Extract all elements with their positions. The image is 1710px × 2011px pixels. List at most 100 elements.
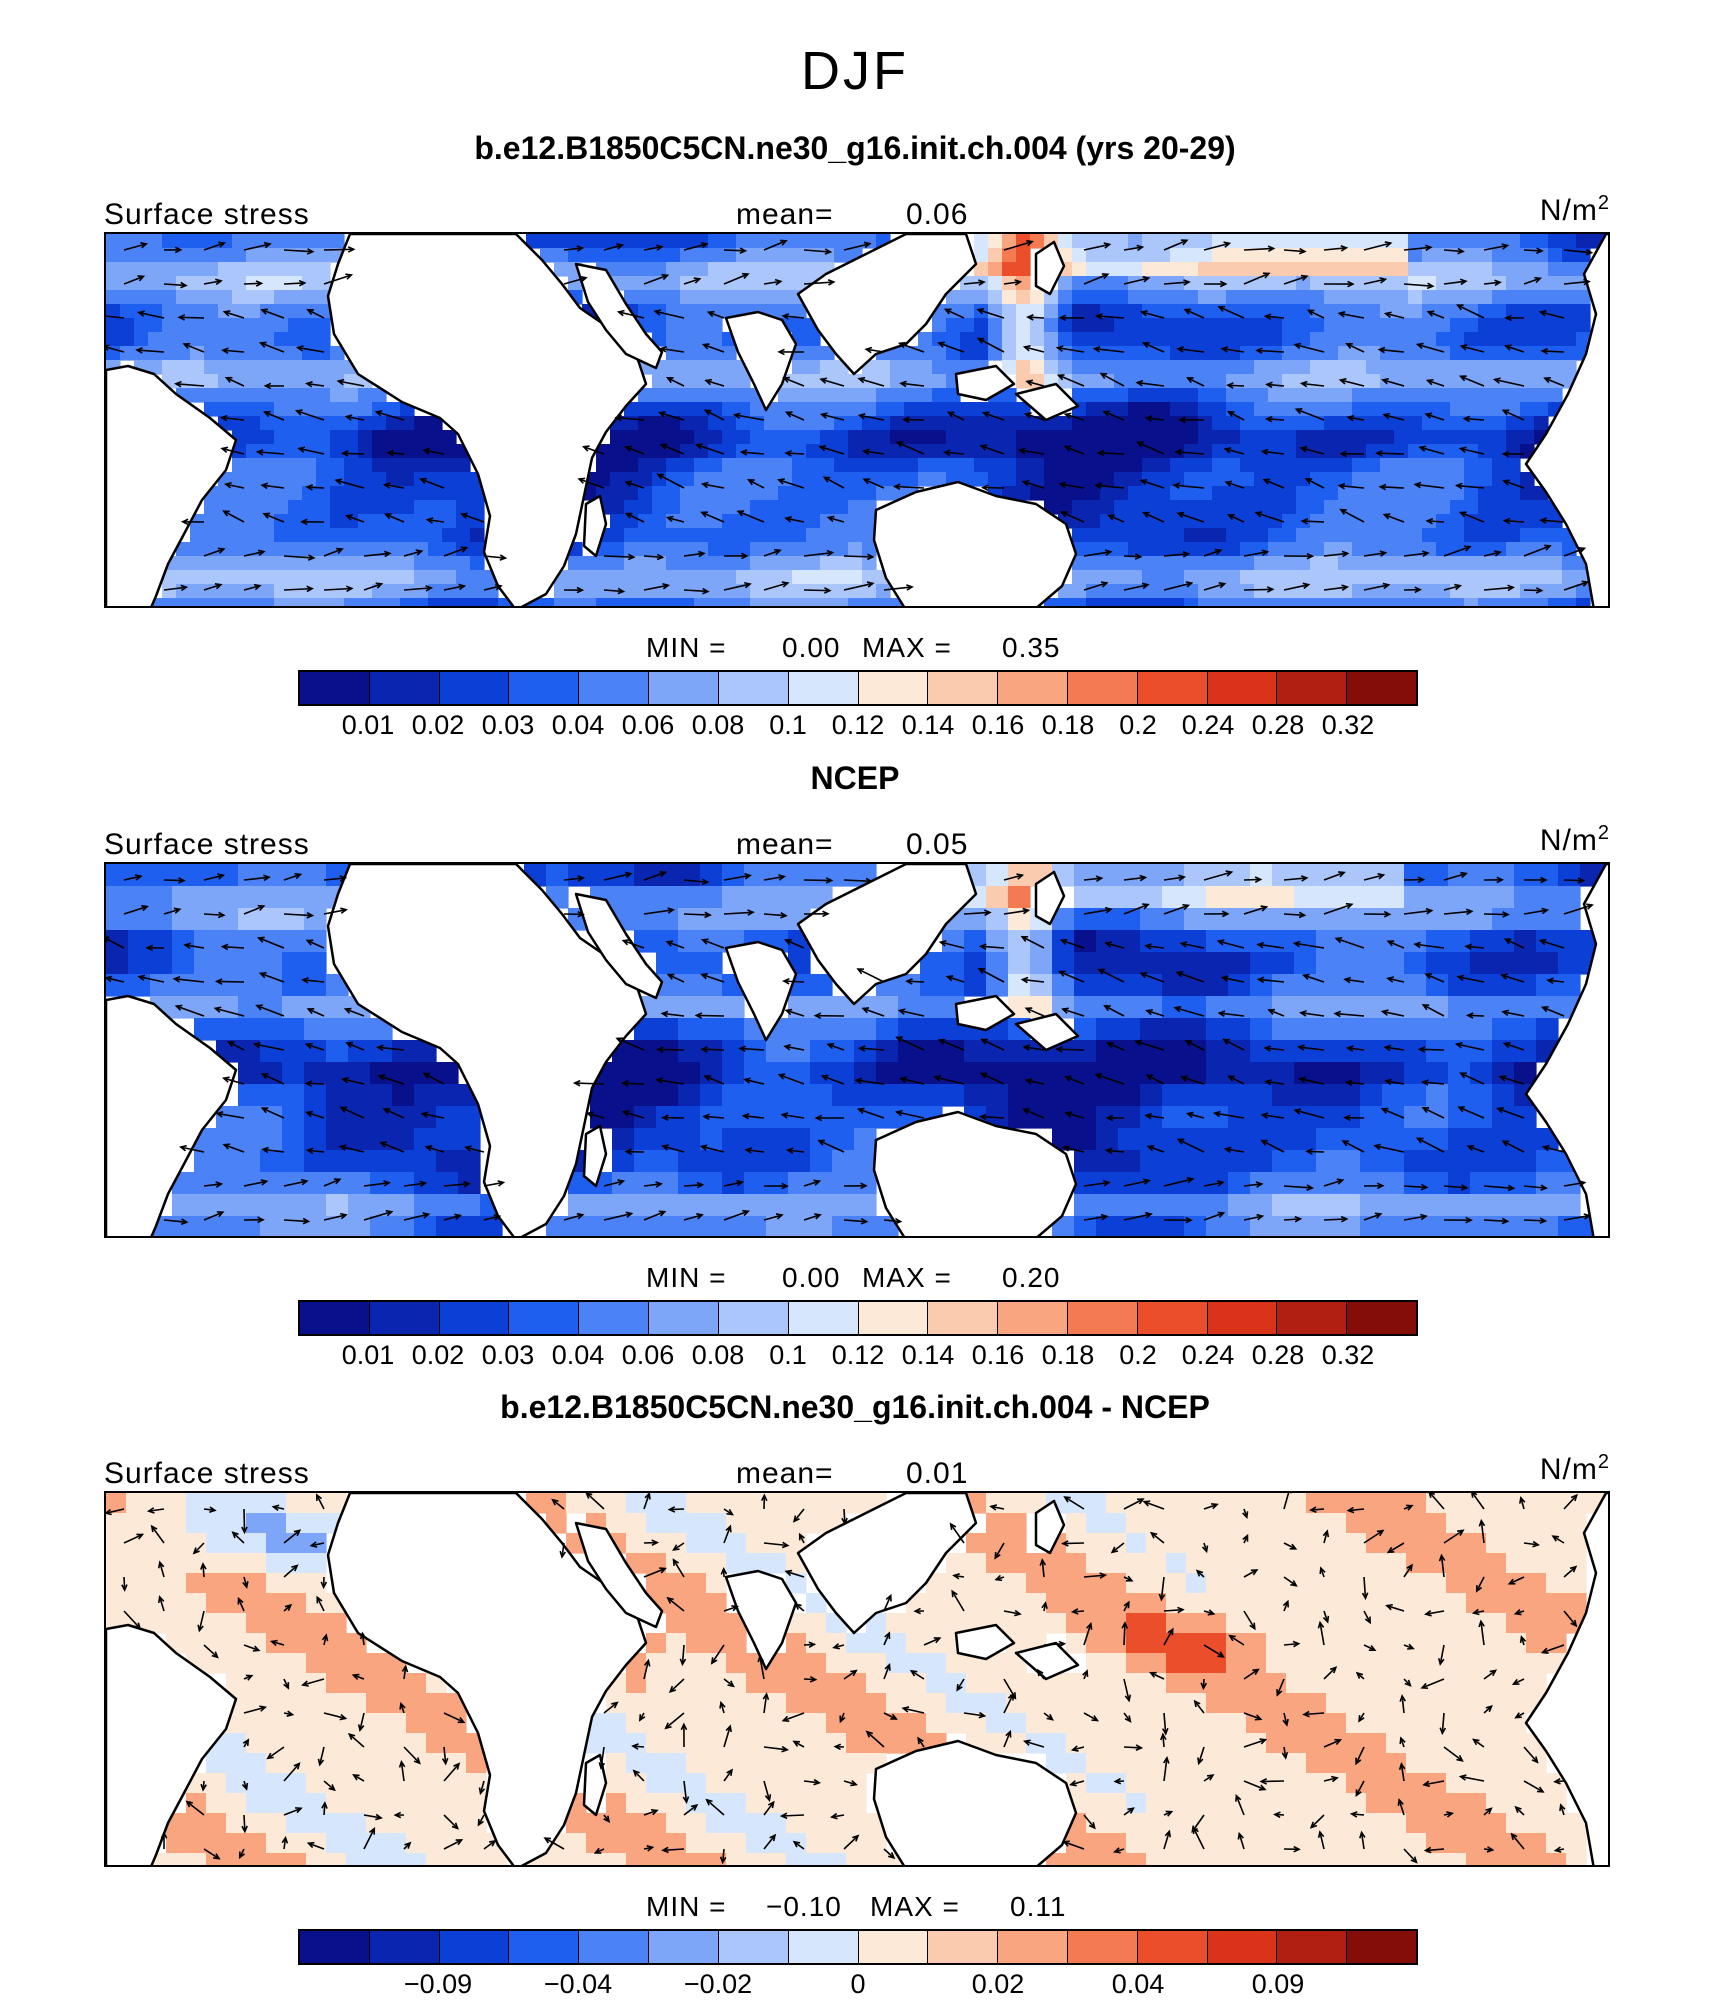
field-cell <box>694 290 709 305</box>
vector-head <box>865 877 874 885</box>
field-cell <box>1436 570 1451 585</box>
field-cell <box>1246 1593 1267 1614</box>
vector-shaft <box>262 1073 285 1085</box>
vector-shaft <box>783 980 805 983</box>
field-cell <box>1382 1150 1405 1173</box>
vector-head <box>624 480 633 487</box>
field-cell <box>1072 346 1087 361</box>
vector-head <box>1421 550 1430 558</box>
colorbar-swatch <box>579 672 650 704</box>
field-cell <box>666 500 681 515</box>
colorbar-tick-label: 0.18 <box>1041 1340 1095 1370</box>
field-cell <box>1282 346 1297 361</box>
vector-head <box>661 1114 669 1122</box>
field-cell <box>1426 1653 1447 1674</box>
field-cell <box>1506 1533 1527 1554</box>
field-cell <box>1128 472 1143 487</box>
field-cell <box>386 458 401 473</box>
field-cell <box>194 886 217 909</box>
field-cell <box>680 290 695 305</box>
field-cell <box>1436 276 1451 291</box>
field-cell <box>722 360 737 375</box>
field-cell <box>876 1018 899 1041</box>
units-base: N/m <box>1539 1453 1598 1486</box>
field-cell <box>1534 556 1549 571</box>
field-cell <box>1514 1106 1537 1129</box>
field-cell <box>750 248 765 263</box>
vector-head <box>345 1041 353 1048</box>
field-cell <box>610 528 625 543</box>
field-cell <box>834 248 849 263</box>
vector-shaft <box>1243 878 1261 881</box>
field-cell <box>810 864 833 887</box>
vector-shaft <box>622 1082 645 1085</box>
field-cell <box>1146 1553 1167 1574</box>
vector-shaft <box>704 1075 725 1085</box>
field-cell <box>414 1216 437 1236</box>
field-cell <box>626 1533 647 1554</box>
field-cell <box>1296 290 1311 305</box>
field-cell <box>1128 360 1143 375</box>
field-cell <box>1100 570 1115 585</box>
vector-head <box>1141 582 1150 590</box>
field-cell <box>1240 402 1255 417</box>
field-cell <box>638 556 653 571</box>
field-cell <box>1114 234 1129 249</box>
field-cell <box>1514 1040 1537 1063</box>
field-cell <box>1426 1062 1449 1085</box>
field-cell <box>1186 1633 1207 1654</box>
field-cell <box>1296 374 1311 389</box>
field-cell <box>1240 304 1255 319</box>
field-cell <box>1254 276 1269 291</box>
vector-head <box>180 518 189 526</box>
vector-head <box>1184 1040 1193 1047</box>
vector-shaft <box>302 979 325 983</box>
field-cell <box>1408 500 1423 515</box>
field-cell <box>678 1062 701 1085</box>
vector-head <box>294 872 303 880</box>
vector-shaft <box>1483 1219 1508 1223</box>
field-cell <box>1030 332 1045 347</box>
field-cell <box>1514 1194 1537 1217</box>
field-cell <box>1338 248 1353 263</box>
vector-shaft <box>666 940 685 949</box>
field-cell <box>1072 500 1087 515</box>
field-cell <box>1206 1150 1229 1173</box>
field-cell <box>792 346 807 361</box>
field-cell <box>666 1493 687 1514</box>
vector-shaft <box>683 589 708 593</box>
field-cell <box>820 430 835 445</box>
field-cell <box>540 248 555 263</box>
field-cell <box>764 430 779 445</box>
field-cell <box>1338 458 1353 473</box>
vector-head <box>1298 247 1307 255</box>
field-cell <box>1282 360 1297 375</box>
vector-head <box>1384 241 1393 248</box>
vector-head <box>616 243 625 250</box>
field-cell <box>246 290 261 305</box>
field-cell <box>1198 598 1213 606</box>
field-cell <box>1382 886 1405 909</box>
field-cell <box>1366 374 1381 389</box>
field-cell <box>792 430 807 445</box>
field-cell <box>176 570 191 585</box>
field-cell <box>260 290 275 305</box>
vector-head <box>656 553 665 561</box>
field-cell <box>1016 374 1031 389</box>
field-cell <box>392 1172 415 1195</box>
field-cell <box>1450 486 1465 501</box>
field-cell <box>1338 514 1353 529</box>
field-cell <box>436 1084 459 1107</box>
field-cell <box>904 472 919 487</box>
field-cell <box>966 1573 987 1594</box>
field-cell <box>1406 1653 1427 1674</box>
field-cell <box>680 402 695 417</box>
vector-shaft <box>342 1078 365 1085</box>
field-cell <box>706 1533 727 1554</box>
colorbar-tick-label: 0.1 <box>769 1340 807 1370</box>
field-cell <box>1478 416 1493 431</box>
field-cell <box>610 500 625 515</box>
field-cell <box>726 1553 747 1574</box>
vector-head <box>699 1144 708 1151</box>
vector-shaft <box>857 968 885 983</box>
